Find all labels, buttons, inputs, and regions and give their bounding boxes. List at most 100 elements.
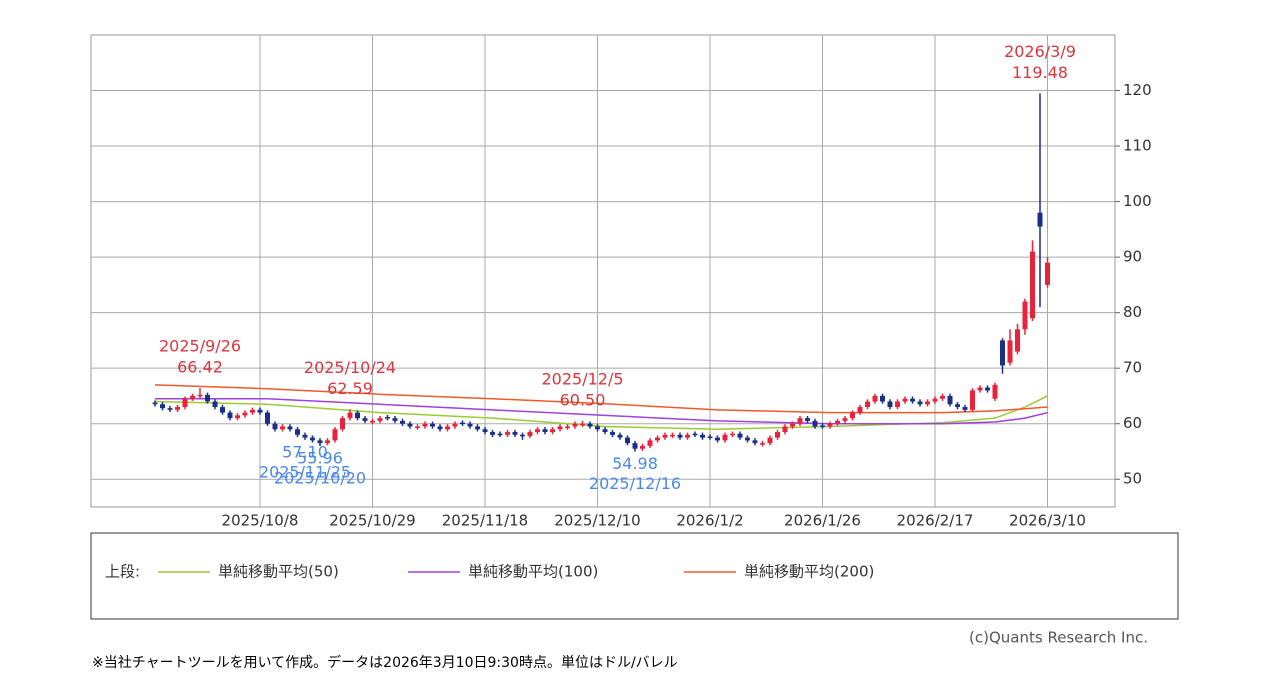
candle-body [580, 423, 585, 426]
annotation-date: 2025/12/16 [589, 474, 681, 493]
candle-body [407, 423, 413, 427]
candle-body [737, 433, 743, 438]
candle-body [482, 429, 488, 433]
candle-body [715, 437, 720, 441]
candle-body [955, 404, 960, 408]
candle-body [1030, 251, 1035, 319]
candle-body [377, 418, 383, 421]
x-tick-label: 2025/10/8 [222, 512, 299, 530]
candle-body [745, 437, 750, 441]
moving-average [154, 384, 1048, 414]
candle-body [895, 401, 900, 408]
y-tick-label: 60 [1123, 414, 1142, 432]
candle-body [235, 415, 240, 419]
candle-body [152, 402, 158, 405]
candle-body [340, 418, 345, 430]
candle-body [947, 395, 953, 405]
candle-body [347, 412, 353, 419]
candle-body [505, 432, 510, 435]
annotation-value: 62.59 [327, 379, 373, 398]
candle-body [970, 390, 975, 410]
candle-body [820, 425, 825, 427]
candle-body [677, 434, 683, 438]
y-tick-label: 80 [1123, 303, 1142, 321]
candle-body [1045, 262, 1050, 285]
candle-body [835, 420, 840, 424]
y-tick-label: 90 [1123, 248, 1142, 266]
candle-body [730, 433, 735, 436]
candle-body [400, 420, 405, 424]
candle-body [295, 429, 300, 435]
y-tick-label: 100 [1123, 192, 1152, 210]
candle-body [752, 440, 758, 444]
legend-label: 単純移動平均(200) [744, 563, 874, 581]
candle-body [985, 387, 990, 391]
candle-body [572, 423, 578, 427]
candle-body [475, 426, 480, 430]
candle-body [857, 407, 863, 413]
annotation-value: 66.42 [177, 358, 223, 377]
plot-frame [90, 34, 1116, 508]
candle-body [640, 445, 645, 449]
x-tick-label: 2026/1/26 [784, 512, 861, 530]
x-tick-label: 2025/12/10 [554, 512, 640, 530]
candle-body [565, 426, 570, 428]
candle-body [175, 407, 180, 410]
candle-body [887, 401, 893, 408]
candle-body [370, 420, 375, 423]
x-tick-label: 2026/3/10 [1009, 512, 1086, 530]
candle-body [445, 426, 450, 430]
annotation-date: 2025/12/5 [541, 369, 623, 388]
candle-body [655, 437, 660, 441]
candle-body [497, 433, 503, 436]
candle-body [632, 443, 638, 449]
candle-body [880, 395, 885, 402]
candle-body [190, 395, 195, 399]
candle-body [992, 384, 998, 399]
candle-body [220, 407, 225, 413]
candle-body [1037, 212, 1043, 227]
candle-body [722, 434, 728, 441]
annotation-date: 2025/11/25 [259, 462, 351, 481]
x-tick-label: 2026/2/17 [897, 512, 974, 530]
candle-body [167, 408, 173, 410]
copyright: (c)Quants Research Inc. [969, 629, 1148, 647]
candle-body [422, 423, 428, 427]
candle-body [1015, 329, 1020, 352]
y-tick-label: 110 [1123, 137, 1152, 155]
annotation-value: 57.10 [282, 442, 328, 461]
candle-body [257, 409, 263, 413]
candle-body [610, 432, 615, 435]
candle-body [790, 423, 795, 427]
y-tick-label: 70 [1123, 359, 1142, 377]
candle-body [527, 432, 533, 436]
candle-body [1007, 340, 1013, 363]
candle-body [392, 418, 398, 421]
candle-body [925, 401, 930, 405]
candle-body [587, 423, 593, 427]
candle-body [520, 434, 525, 437]
footnote: ※当社チャートツールを用いて作成。データは2026年3月10日9:30時点。単位… [92, 654, 678, 671]
candle-body [782, 426, 788, 433]
candle-body [325, 440, 330, 444]
candle-body [595, 426, 600, 430]
candle-body [355, 412, 360, 419]
candle-body [685, 434, 690, 438]
candle-body [760, 443, 765, 445]
candle-body [775, 432, 780, 438]
annotation-date: 2025/10/20 [274, 469, 366, 488]
candle-body [437, 426, 443, 430]
candle-body [767, 437, 773, 444]
candle-body [430, 423, 435, 427]
candle-body [617, 434, 623, 438]
candle-body [460, 422, 465, 425]
candle-body [1022, 301, 1028, 330]
x-tick-label: 2025/11/18 [442, 512, 528, 530]
annotation-date: 2026/3/9 [1004, 42, 1076, 61]
candle-body [917, 401, 923, 405]
candle-body [512, 432, 518, 435]
candle-body [280, 426, 285, 430]
candle-body [647, 440, 653, 446]
candle-body [692, 433, 698, 436]
